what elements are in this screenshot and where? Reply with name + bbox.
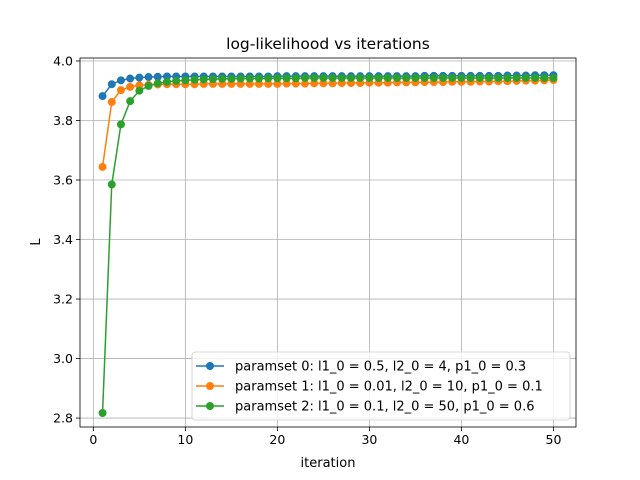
data-point (466, 73, 475, 82)
chart-title: log-likelihood vs iterations (226, 35, 430, 53)
data-point (411, 73, 420, 82)
y-tick-label: 4.0 (53, 53, 73, 68)
data-point (521, 73, 530, 82)
legend-swatch-marker (206, 402, 214, 410)
data-point (485, 73, 494, 82)
legend-label: paramset 1: l1_0 = 0.01, l2_0 = 10, p1_0… (235, 380, 543, 395)
data-point (300, 73, 309, 82)
data-point (153, 72, 162, 81)
y-axis-label: L (29, 238, 44, 246)
legend-box (191, 351, 571, 421)
legend-swatch-marker (206, 382, 214, 390)
legend-swatch-marker (206, 362, 214, 370)
data-point (365, 73, 374, 82)
data-point (135, 86, 144, 95)
data-point (199, 75, 208, 84)
data-point (356, 73, 365, 82)
data-point (549, 73, 558, 82)
x-tick-label: 20 (269, 432, 285, 447)
data-point (264, 74, 273, 83)
data-point (144, 81, 153, 90)
y-tick-label: 3.2 (53, 292, 73, 307)
data-point (291, 74, 300, 83)
legend-entry: paramset 0: l1_0 = 0.5, l2_0 = 4, p1_0 =… (196, 360, 526, 375)
data-point (98, 409, 107, 418)
data-point (227, 74, 236, 83)
data-point (172, 76, 181, 85)
data-point (393, 73, 402, 82)
legend-entry: paramset 2: l1_0 = 0.1, l2_0 = 50, p1_0 … (196, 400, 534, 415)
y-tick-label: 3.8 (53, 113, 73, 128)
data-point (300, 79, 309, 88)
data-point (273, 79, 282, 88)
data-point (126, 82, 135, 91)
series-2 (98, 73, 558, 418)
series-layer (98, 71, 558, 418)
data-point (475, 73, 484, 82)
data-point (126, 74, 135, 83)
data-point (429, 73, 438, 82)
data-point (98, 162, 107, 171)
data-point (254, 74, 263, 83)
data-point (448, 73, 457, 82)
x-tick-label: 10 (177, 432, 193, 447)
data-point (135, 73, 144, 82)
y-tick-label: 3.4 (53, 232, 73, 247)
data-point (383, 73, 392, 82)
data-point (98, 92, 107, 101)
data-point (245, 74, 254, 83)
x-tick-label: 40 (453, 432, 469, 447)
data-point (264, 79, 273, 88)
data-point (116, 76, 125, 85)
data-point (116, 86, 125, 95)
data-point (107, 80, 116, 89)
data-point (503, 73, 512, 82)
legend-label: paramset 0: l1_0 = 0.5, l2_0 = 4, p1_0 =… (235, 360, 526, 375)
y-tick-label: 3.6 (53, 173, 73, 188)
data-point (208, 75, 217, 84)
data-point (540, 73, 549, 82)
x-tick-label: 50 (546, 432, 562, 447)
data-point (218, 74, 227, 83)
data-point (282, 74, 291, 83)
data-point (190, 75, 199, 84)
legend-label: paramset 2: l1_0 = 0.1, l2_0 = 50, p1_0 … (235, 400, 534, 415)
data-point (512, 73, 521, 82)
data-point (181, 76, 190, 85)
data-point (457, 73, 466, 82)
data-point (494, 73, 503, 82)
data-point (107, 98, 116, 107)
data-point (310, 73, 319, 82)
legend-entry: paramset 1: l1_0 = 0.01, l2_0 = 10, p1_0… (196, 380, 543, 395)
legend: paramset 0: l1_0 = 0.5, l2_0 = 4, p1_0 =… (191, 351, 571, 421)
data-point (273, 74, 282, 83)
data-point (126, 97, 135, 106)
data-point (531, 73, 540, 82)
data-point (107, 180, 116, 189)
ticks-layer: 0 10 20 30 40 50 2.8 3.0 3.2 3.4 3.6 3.8 4.0 (53, 53, 561, 447)
data-point (162, 77, 171, 86)
x-tick-label: 30 (361, 432, 377, 447)
data-point (144, 73, 153, 82)
plot-frame (79, 57, 577, 428)
x-axis-label: iteration (301, 456, 356, 471)
data-point (153, 79, 162, 88)
grid-layer (80, 58, 576, 427)
data-point (319, 73, 328, 82)
data-point (328, 73, 337, 82)
y-tick-label: 3.0 (53, 351, 73, 366)
x-tick-label: 0 (89, 432, 97, 447)
data-point (236, 74, 245, 83)
data-point (402, 73, 411, 82)
data-point (337, 73, 346, 82)
data-point (420, 73, 429, 82)
y-tick-label: 2.8 (53, 411, 73, 426)
data-point (116, 120, 125, 129)
data-point (347, 73, 356, 82)
data-point (374, 73, 383, 82)
data-point (439, 73, 448, 82)
